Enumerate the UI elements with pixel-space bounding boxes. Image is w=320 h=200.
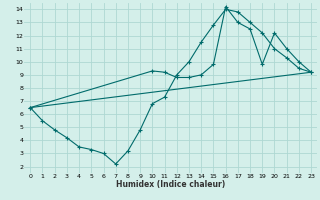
X-axis label: Humidex (Indice chaleur): Humidex (Indice chaleur) (116, 180, 225, 189)
